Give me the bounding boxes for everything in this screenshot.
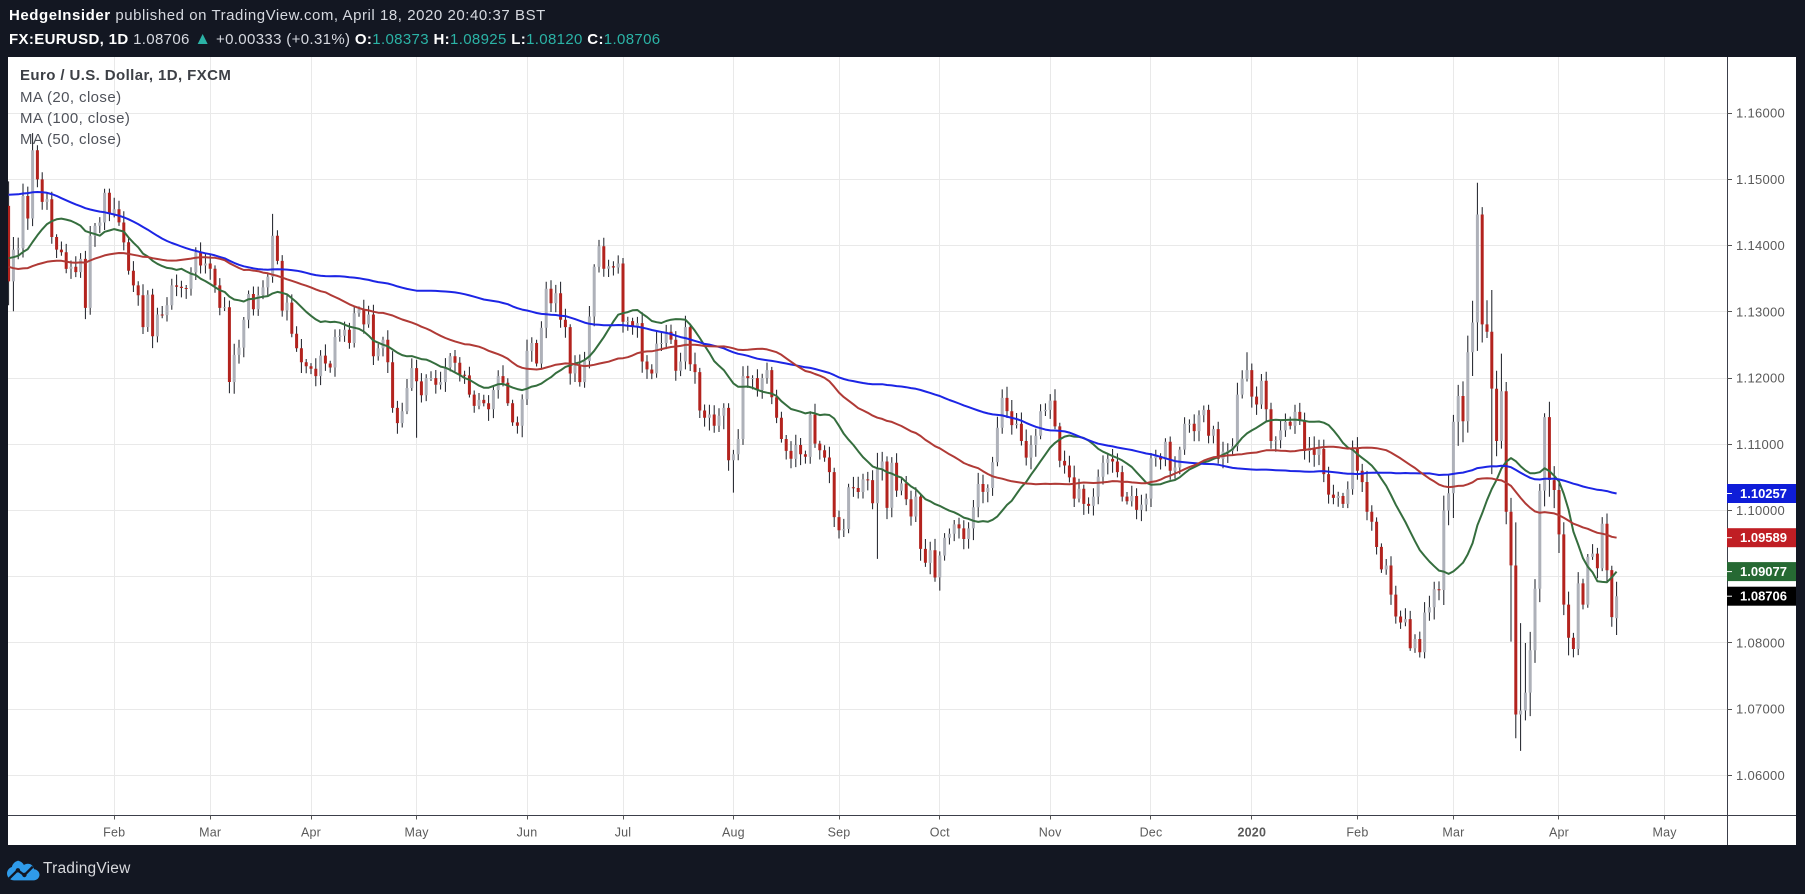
svg-text:Sep: Sep bbox=[828, 826, 851, 840]
svg-text:1.15000: 1.15000 bbox=[1736, 172, 1785, 187]
svg-text:May: May bbox=[1652, 826, 1677, 840]
svg-text:Mar: Mar bbox=[199, 826, 221, 840]
svg-text:May: May bbox=[404, 826, 429, 840]
svg-text:1.16000: 1.16000 bbox=[1736, 106, 1785, 121]
svg-text:1.10000: 1.10000 bbox=[1736, 503, 1785, 518]
svg-text:1.09077: 1.09077 bbox=[1740, 564, 1787, 579]
svg-text:1.14000: 1.14000 bbox=[1736, 238, 1785, 253]
svg-text:1.06000: 1.06000 bbox=[1736, 768, 1785, 783]
svg-text:Jun: Jun bbox=[517, 826, 538, 840]
svg-text:Mar: Mar bbox=[1442, 826, 1464, 840]
svg-text:Feb: Feb bbox=[1346, 826, 1368, 840]
svg-text:Apr: Apr bbox=[301, 826, 321, 840]
svg-text:Feb: Feb bbox=[103, 826, 125, 840]
svg-text:Apr: Apr bbox=[1549, 826, 1569, 840]
svg-text:Oct: Oct bbox=[930, 826, 950, 840]
svg-text:1.10257: 1.10257 bbox=[1740, 486, 1787, 501]
svg-text:Jul: Jul bbox=[615, 826, 632, 840]
svg-text:2020: 2020 bbox=[1237, 826, 1266, 840]
svg-text:Aug: Aug bbox=[722, 826, 745, 840]
svg-text:Nov: Nov bbox=[1039, 826, 1062, 840]
svg-text:1.12000: 1.12000 bbox=[1736, 371, 1785, 386]
svg-text:1.08000: 1.08000 bbox=[1736, 636, 1785, 651]
svg-text:1.11000: 1.11000 bbox=[1736, 437, 1784, 452]
svg-text:1.09589: 1.09589 bbox=[1740, 530, 1787, 545]
svg-text:1.07000: 1.07000 bbox=[1736, 702, 1785, 717]
svg-text:1.13000: 1.13000 bbox=[1736, 304, 1785, 319]
svg-text:Dec: Dec bbox=[1140, 826, 1163, 840]
svg-text:1.08706: 1.08706 bbox=[1740, 589, 1787, 604]
